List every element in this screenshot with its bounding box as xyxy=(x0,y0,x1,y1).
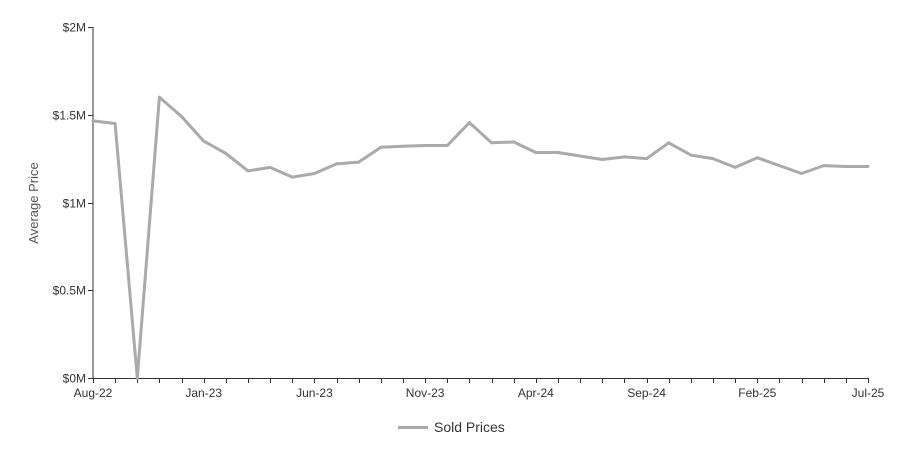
data-point[interactable] xyxy=(357,160,361,164)
x-tick-label: Jun-23 xyxy=(296,386,333,400)
data-point[interactable] xyxy=(578,154,582,158)
data-point[interactable] xyxy=(645,157,649,161)
data-point[interactable] xyxy=(800,172,804,175)
series-layer xyxy=(91,95,870,380)
data-point[interactable] xyxy=(135,376,139,380)
x-tick-label: Apr-24 xyxy=(518,386,554,400)
x-axis: Aug-22 Jan-23 Jun-23 Nov-23 Apr-24 Sep-24 Feb-… xyxy=(74,378,885,400)
data-point[interactable] xyxy=(512,140,516,144)
data-point[interactable] xyxy=(733,165,737,169)
data-point[interactable] xyxy=(689,153,693,157)
data-point[interactable] xyxy=(335,162,339,166)
data-point[interactable] xyxy=(777,164,781,168)
data-point[interactable] xyxy=(157,95,161,99)
legend[interactable]: Sold Prices xyxy=(398,419,505,435)
y-tick-label: $2M xyxy=(63,21,86,35)
data-point[interactable] xyxy=(91,119,95,123)
data-point[interactable] xyxy=(290,175,294,179)
data-point[interactable] xyxy=(246,169,250,173)
x-tick-label: Aug-22 xyxy=(74,386,113,400)
data-point[interactable] xyxy=(622,155,626,159)
x-tick-label: Feb-25 xyxy=(738,386,776,400)
data-point[interactable] xyxy=(711,157,715,161)
data-point[interactable] xyxy=(844,165,848,168)
x-tick-label: Jul-25 xyxy=(852,386,885,400)
data-point[interactable] xyxy=(866,165,870,168)
legend-label-sold-prices: Sold Prices xyxy=(434,419,505,435)
x-tick-label: Jan-23 xyxy=(185,386,222,400)
data-point[interactable] xyxy=(202,139,206,143)
data-point[interactable] xyxy=(467,121,471,125)
data-point[interactable] xyxy=(180,115,184,118)
data-point[interactable] xyxy=(445,144,449,147)
data-point[interactable] xyxy=(312,172,316,175)
data-point[interactable] xyxy=(667,141,671,145)
data-point[interactable] xyxy=(490,141,494,145)
data-point[interactable] xyxy=(534,151,538,154)
x-tick-label: Nov-23 xyxy=(406,386,445,400)
data-point[interactable] xyxy=(600,158,604,161)
y-axis: $0M $0.5M $1M $1.5M $2M xyxy=(53,21,94,386)
data-point[interactable] xyxy=(423,144,427,147)
y-tick-label: $0.5M xyxy=(53,284,86,298)
data-point[interactable] xyxy=(556,151,560,154)
data-point[interactable] xyxy=(822,164,826,168)
data-point[interactable] xyxy=(268,165,272,169)
x-tick-label: Sep-24 xyxy=(627,386,666,400)
series-line-sold-prices xyxy=(92,95,868,380)
y-tick-label: $0M xyxy=(63,372,86,386)
data-point[interactable] xyxy=(224,151,228,155)
data-point[interactable] xyxy=(401,144,405,148)
data-point[interactable] xyxy=(379,145,383,149)
y-axis-title: Average Price xyxy=(26,162,41,243)
data-point[interactable] xyxy=(113,122,117,125)
data-point[interactable] xyxy=(755,156,759,160)
y-tick-label: $1M xyxy=(63,197,86,211)
y-tick-label: $1.5M xyxy=(53,109,86,123)
